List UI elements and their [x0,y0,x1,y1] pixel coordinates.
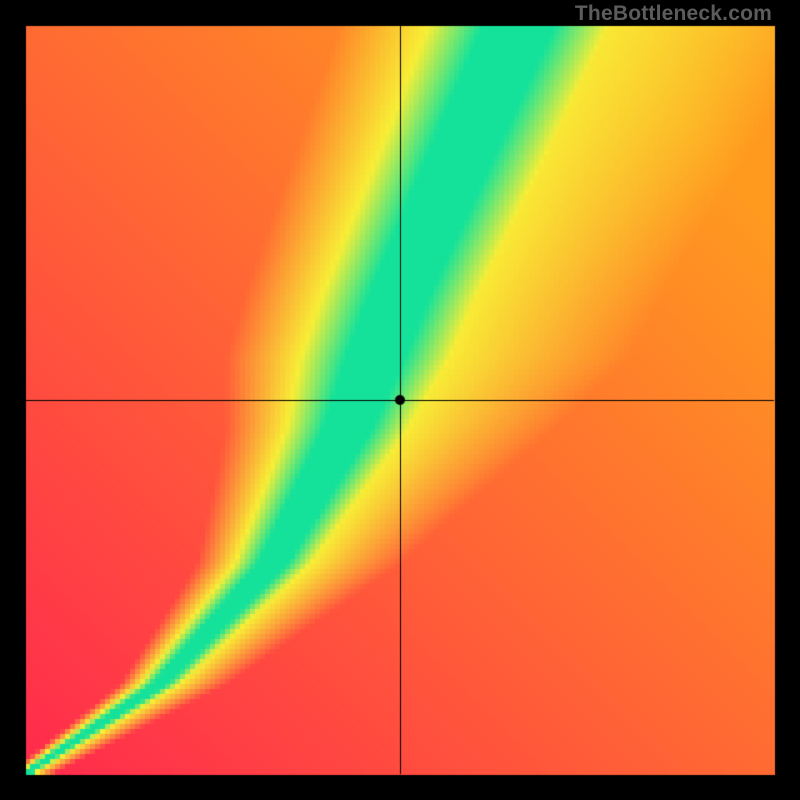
bottleneck-heatmap [0,0,800,800]
watermark-text: TheBottleneck.com [575,2,772,26]
chart-frame: TheBottleneck.com [0,0,800,800]
